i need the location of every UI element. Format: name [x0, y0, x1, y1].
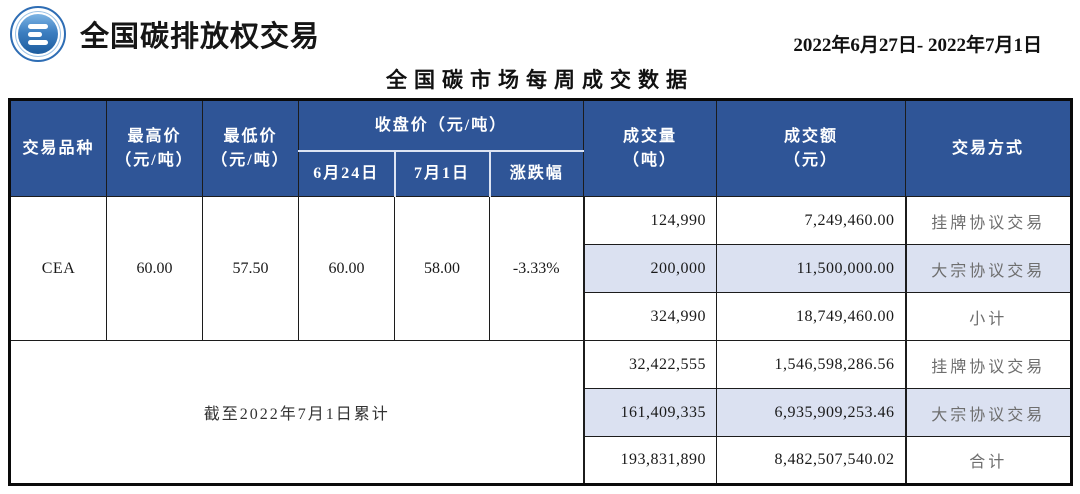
method-cell: 挂牌协议交易	[904, 196, 1072, 245]
amount-cell: 8,482,507,540.02	[716, 436, 906, 485]
low-price-cell: 57.50	[202, 196, 299, 341]
weekly-transactions-table: 交易品种 最高价 （元/吨） 最低价 （元/吨） 收盘价（元/吨） 成交量 （吨…	[8, 98, 1073, 486]
table-row-weekly-subtotal: 324,990 18,749,460.00 小计	[10, 292, 1072, 341]
variety-cell: CEA	[9, 196, 107, 341]
date-range: 2022年6月27日- 2022年7月1日	[793, 34, 1042, 56]
amount-cell: 18,749,460.00	[716, 292, 906, 341]
col-header-change: 涨跌幅	[489, 150, 584, 197]
amount-cell: 1,546,598,286.56	[716, 340, 906, 389]
volume-cell: 193,831,890	[582, 436, 717, 485]
brand: 全国碳排放权交易	[10, 6, 320, 62]
volume-cell: 324,990	[582, 292, 717, 341]
volume-cell: 161,409,335	[582, 388, 717, 437]
volume-cell: 124,990	[582, 196, 717, 245]
carbon-exchange-logo-icon	[10, 6, 66, 62]
header-row-2: 6月24日 7月1日 涨跌幅	[10, 150, 1072, 197]
amount-cell: 7,249,460.00	[716, 196, 906, 245]
close-0701-cell: 58.00	[394, 196, 490, 341]
volume-cell: 200,000	[582, 244, 717, 293]
col-header-close-0624: 6月24日	[298, 150, 396, 197]
cumulative-label-cell: 截至2022年7月1日累计	[9, 340, 584, 485]
col-header-volume: 成交量 （吨）	[583, 99, 717, 197]
table-title: 全国碳市场每周成交数据	[386, 68, 694, 92]
logo-emblem-icon	[18, 14, 58, 54]
change-cell: -3.33%	[489, 196, 584, 341]
col-header-close-0701: 7月1日	[394, 150, 491, 197]
table-row-cumulative-total: 193,831,890 8,482,507,540.02 合计	[10, 436, 1072, 485]
table-row-cumulative-listed: 截至2022年7月1日累计 32,422,555 1,546,598,286.5…	[9, 340, 1072, 485]
method-cell: 大宗协议交易	[904, 388, 1072, 437]
top-bar: 全国碳排放权交易 2022年6月27日- 2022年7月1日	[0, 0, 1080, 62]
method-cell: 合计	[904, 436, 1072, 485]
high-price-cell: 60.00	[106, 196, 203, 341]
table-row-weekly-listed: CEA 60.00 57.50 60.00 58.00 -3.33% 124,9…	[9, 196, 1072, 341]
table-row-weekly-block: 200,000 11,500,000.00 大宗协议交易	[10, 244, 1072, 293]
volume-cell: 32,422,555	[582, 340, 717, 389]
header-row-1: 交易品种 最高价 （元/吨） 最低价 （元/吨） 收盘价（元/吨） 成交量 （吨…	[9, 99, 1072, 197]
close-0624-cell: 60.00	[298, 196, 395, 341]
method-cell: 挂牌协议交易	[904, 340, 1072, 389]
table-row-cumulative-block: 161,409,335 6,935,909,253.46 大宗协议交易	[10, 388, 1072, 437]
col-header-amount: 成交额 （元）	[716, 99, 906, 197]
method-cell: 小计	[904, 292, 1072, 341]
org-title: 全国碳排放权交易	[80, 21, 321, 53]
col-header-close-group: 收盘价（元/吨）	[298, 99, 584, 152]
col-header-high: 最高价 （元/吨）	[106, 99, 203, 197]
method-cell: 大宗协议交易	[904, 244, 1072, 293]
amount-cell: 6,935,909,253.46	[716, 388, 906, 437]
amount-cell: 11,500,000.00	[716, 244, 906, 293]
col-header-low: 最低价 （元/吨）	[202, 99, 299, 197]
col-header-method: 交易方式	[905, 99, 1072, 197]
col-header-variety: 交易品种	[9, 99, 107, 197]
